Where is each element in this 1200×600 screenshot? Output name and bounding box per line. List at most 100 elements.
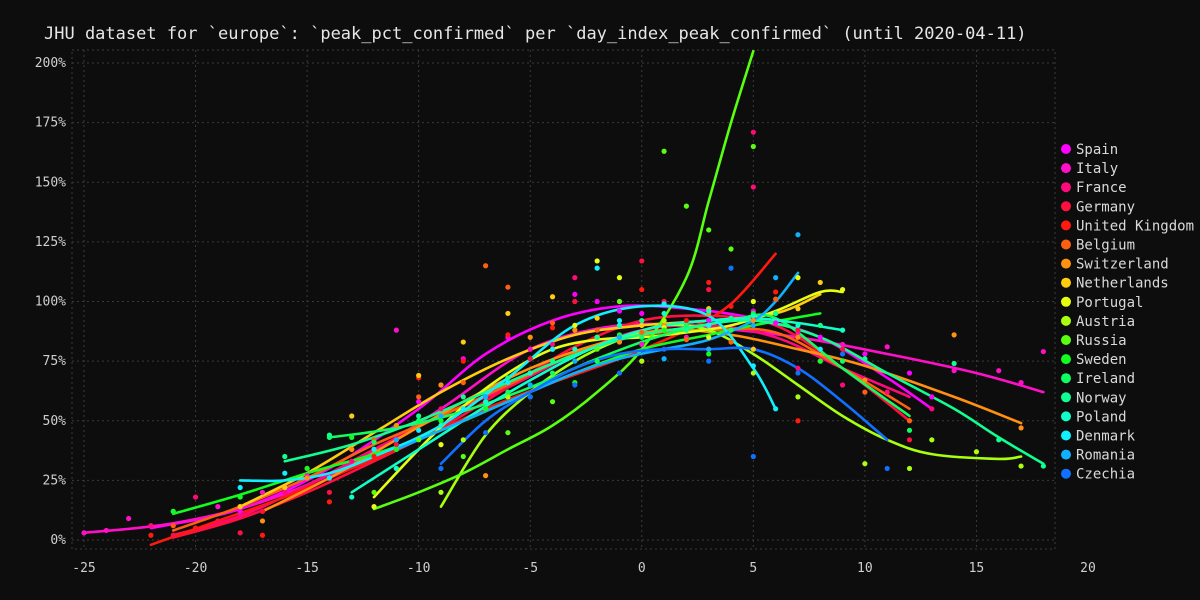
y-tick-label: 175%: [35, 116, 66, 131]
data-point-czechia: [750, 453, 756, 460]
data-point-switzerland: [527, 334, 533, 340]
data-point-portugal: [616, 275, 623, 281]
grid-lines: [71, 49, 1056, 550]
data-point-denmark: [817, 346, 823, 352]
legend-marker-belgium: [1061, 239, 1071, 250]
data-point-austria: [795, 394, 801, 400]
data-point-denmark: [282, 470, 288, 476]
data-point-belgium: [594, 327, 600, 333]
data-point-spain: [706, 317, 712, 324]
data-point-denmark: [616, 317, 623, 324]
legend-marker-portugal: [1061, 296, 1071, 307]
data-point-austria: [1018, 463, 1024, 469]
data-point-ireland: [505, 389, 511, 395]
data-point-france: [549, 341, 556, 348]
data-point-italy: [103, 527, 109, 534]
legend-marker-poland: [1061, 411, 1071, 422]
data-point-romania: [393, 437, 399, 443]
legend-label-netherlands: Netherlands: [1076, 276, 1169, 292]
legend-marker-switzerland: [1061, 258, 1071, 269]
data-point-poland: [349, 494, 355, 500]
legend-marker-france: [1061, 182, 1071, 193]
data-point-russia: [661, 148, 667, 154]
data-point-russia: [460, 453, 466, 460]
y-tick-label: 150%: [35, 175, 66, 190]
data-point-italy: [126, 515, 132, 522]
data-point-netherlands: [237, 504, 243, 510]
data-point-romania: [750, 322, 756, 328]
data-point-italy: [527, 346, 533, 352]
data-point-czechia: [661, 346, 667, 352]
legend-label-switzerland: Switzerland: [1076, 257, 1169, 273]
data-point-france: [572, 275, 578, 281]
data-point-poland: [393, 465, 399, 472]
data-point-austria: [438, 489, 444, 495]
data-point-norway: [862, 356, 868, 362]
legend-marker-russia: [1061, 335, 1071, 345]
legend-label-united-kingdom: United Kingdom: [1076, 218, 1194, 234]
data-point-denmark: [416, 427, 422, 433]
data-point-belgium: [862, 389, 868, 395]
data-point-switzerland: [304, 475, 310, 481]
data-point-romania: [438, 413, 444, 419]
data-point-belgium: [549, 320, 556, 326]
y-tick-label: 125%: [35, 235, 66, 250]
legend-label-portugal: Portugal: [1076, 295, 1143, 311]
data-point-russia: [416, 437, 422, 443]
data-point-ireland: [683, 322, 690, 328]
data-point-france: [884, 389, 890, 395]
data-point-italy: [996, 368, 1002, 374]
legend-marker-czechia: [1061, 468, 1071, 479]
y-tick-label: 200%: [35, 56, 66, 71]
data-point-netherlands: [750, 346, 756, 352]
legend-label-denmark: Denmark: [1076, 429, 1136, 445]
data-point-switzerland: [349, 446, 355, 452]
data-point-ireland: [416, 418, 422, 424]
legend-marker-united-kingdom: [1061, 220, 1071, 231]
legend-marker-spain: [1061, 144, 1071, 154]
x-tick-label: -10: [407, 561, 430, 576]
data-point-norway: [549, 358, 556, 364]
data-point-united-kingdom: [371, 453, 377, 460]
data-point-portugal: [371, 504, 377, 510]
data-point-belgium: [483, 263, 489, 269]
series-line-austria: [439, 323, 1023, 508]
data-point-france: [750, 184, 756, 190]
data-point-czechia: [795, 370, 801, 376]
data-point-spain: [237, 508, 243, 514]
x-tick-label: -5: [522, 561, 538, 576]
data-point-germany: [326, 489, 333, 495]
data-point-portugal: [438, 442, 444, 448]
data-point-czechia: [438, 465, 444, 472]
data-point-denmark: [505, 379, 511, 386]
legend-marker-sweden: [1061, 354, 1071, 365]
data-point-belgium: [639, 329, 645, 336]
data-point-netherlands: [795, 306, 801, 312]
data-point-russia: [549, 399, 556, 405]
y-tick-label: 75%: [43, 354, 67, 369]
data-point-united-kingdom: [505, 332, 511, 338]
data-point-czechia: [483, 430, 489, 436]
data-point-germany: [639, 258, 645, 264]
data-point-switzerland: [795, 334, 801, 340]
data-point-romania: [572, 358, 578, 364]
data-point-spain: [862, 351, 868, 357]
axis-tick-labels: -25 -20 -15 -10 -5 0 5 10 15 200%25%50%75%100%125…: [35, 56, 1096, 576]
data-point-denmark: [549, 346, 556, 352]
legend-label-poland: Poland: [1076, 409, 1127, 425]
legend-marker-austria: [1061, 315, 1071, 326]
data-point-germany: [170, 532, 176, 538]
legend: Spain Italy France Germany United Kingdom Bel…: [1061, 142, 1194, 483]
data-point-united-kingdom: [192, 525, 199, 531]
data-point-norway: [460, 394, 466, 400]
data-point-united-kingdom: [773, 289, 779, 295]
data-point-spain: [594, 298, 600, 305]
data-point-france: [839, 382, 846, 388]
data-point-sweden: [170, 508, 176, 514]
data-point-romania: [706, 346, 712, 352]
legend-label-romania: Romania: [1076, 448, 1135, 464]
data-point-switzerland: [616, 339, 623, 345]
legend-label-czechia: Czechia: [1076, 467, 1135, 483]
data-point-germany: [906, 437, 913, 443]
data-point-ireland: [639, 334, 645, 340]
